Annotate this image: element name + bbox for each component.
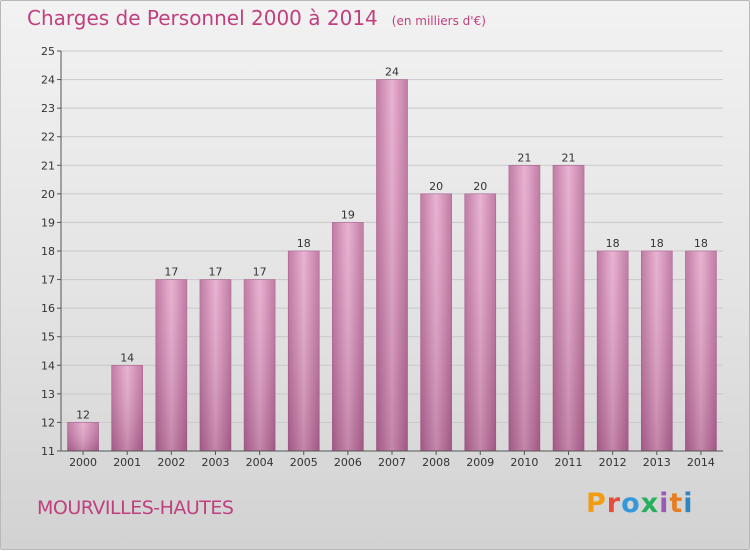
y-tick-label: 21	[41, 159, 55, 172]
bar-shade-2009	[464, 193, 496, 451]
x-tick-label: 2010	[510, 456, 538, 469]
value-label: 24	[385, 66, 399, 79]
x-tick-label: 2002	[157, 456, 185, 469]
logo-letter: P	[586, 488, 607, 519]
value-label: 18	[606, 237, 620, 250]
logo-letter: i	[659, 488, 670, 519]
y-tick-label: 22	[41, 131, 55, 144]
y-tick-label: 14	[41, 359, 55, 372]
value-label: 21	[517, 151, 531, 164]
proxiti-logo[interactable]: Proxiti	[586, 488, 694, 519]
chart-title-text: Charges de Personnel 2000 à 2014	[27, 6, 378, 30]
x-tick-label: 2007	[378, 456, 406, 469]
bar-shade-2005	[288, 251, 320, 451]
x-tick-label: 2006	[334, 456, 362, 469]
x-tick-label: 2008	[422, 456, 450, 469]
x-tick-label: 2005	[290, 456, 318, 469]
value-label: 21	[562, 151, 576, 164]
y-tick-label: 23	[41, 102, 55, 115]
y-tick-label: 17	[41, 274, 55, 287]
value-label: 20	[473, 180, 487, 193]
bar-shade-2013	[641, 251, 673, 451]
value-label: 14	[120, 351, 134, 364]
logo-letter: i	[683, 488, 694, 519]
bar-shade-2006	[332, 222, 364, 451]
x-tick-label: 2003	[201, 456, 229, 469]
bar-shade-2001	[111, 365, 143, 451]
y-tick-label: 11	[41, 445, 55, 458]
value-label: 20	[429, 180, 443, 193]
x-tick-label: 2014	[687, 456, 715, 469]
value-label: 18	[694, 237, 708, 250]
x-tick-label: 2004	[246, 456, 274, 469]
chart-title: Charges de Personnel 2000 à 2014 (en mill…	[27, 6, 486, 30]
y-tick-label: 19	[41, 216, 55, 229]
logo-letter: t	[669, 488, 684, 519]
value-label: 17	[164, 266, 178, 279]
y-tick-label: 18	[41, 245, 55, 258]
logo-letter: o	[621, 488, 641, 519]
bar-shade-2003	[199, 279, 231, 451]
x-tick-label: 2000	[69, 456, 97, 469]
value-label: 19	[341, 208, 355, 221]
value-label: 12	[76, 408, 90, 421]
y-tick-label: 25	[41, 45, 55, 58]
x-tick-label: 2011	[555, 456, 583, 469]
bar-shade-2004	[244, 279, 276, 451]
chart-subtitle: (en milliers d'€)	[391, 14, 486, 28]
x-tick-label: 2013	[643, 456, 671, 469]
bar-shade-2002	[155, 279, 187, 451]
x-tick-label: 2009	[466, 456, 494, 469]
bar-shade-2014	[685, 251, 717, 451]
bar-shade-2008	[420, 193, 452, 451]
commune-name: MOURVILLES-HAUTES	[37, 497, 234, 519]
bar-shade-2007	[376, 79, 408, 452]
value-label: 17	[208, 266, 222, 279]
bar-shade-2012	[597, 251, 629, 451]
value-label: 18	[650, 237, 664, 250]
logo-letter: x	[640, 488, 660, 519]
y-tick-label: 24	[41, 74, 55, 87]
y-tick-label: 16	[41, 302, 55, 315]
x-tick-label: 2001	[113, 456, 141, 469]
y-tick-label: 13	[41, 388, 55, 401]
y-tick-label: 12	[41, 416, 55, 429]
bar-shade-2000	[67, 422, 99, 451]
bar-shade-2011	[553, 165, 585, 452]
y-tick-label: 20	[41, 188, 55, 201]
logo-letter: r	[606, 488, 622, 519]
axis-layer: 11 12 13 14 15 16 17 18 19 20 21 22 23 24 25 2000 2001 20…	[41, 45, 723, 469]
value-label: 18	[297, 237, 311, 250]
bar-shade-2010	[508, 165, 540, 452]
bars-layer: 12 14 17 17 17 18 19 24 20 20 21 21 18 18 18	[67, 66, 717, 452]
value-label: 17	[253, 266, 267, 279]
x-tick-label: 2012	[599, 456, 627, 469]
y-tick-label: 15	[41, 331, 55, 344]
